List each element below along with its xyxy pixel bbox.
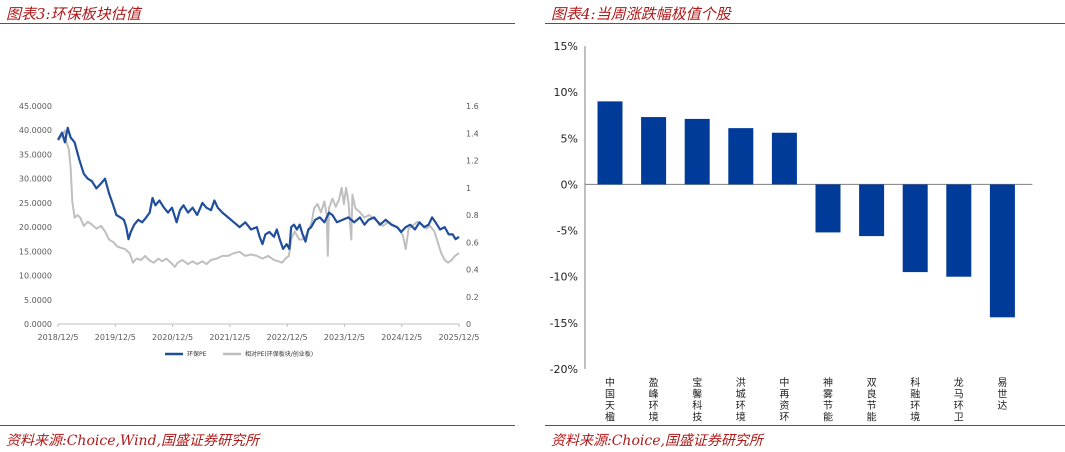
bar <box>816 184 841 232</box>
x-tick-label: 2021/12/5 <box>209 333 250 342</box>
y-left-tick-label: 15.0000 <box>19 247 52 256</box>
x-tick-label: 2019/12/5 <box>95 333 136 342</box>
bar <box>990 184 1015 317</box>
y-right-tick-label: 0 <box>466 320 471 329</box>
y-left-tick-label: 35.0000 <box>19 150 52 159</box>
y-right-tick-label: 1.6 <box>466 102 479 111</box>
legend-label: 相对PE(环保板块/创业板) <box>245 350 313 358</box>
y-right-tick-label: 0.4 <box>466 266 479 275</box>
valuation-line-chart: 0.0000 5.0000 10.0000 15.0000 20.0000 25.0000… <box>0 0 515 452</box>
right-source-note: 资料来源:Choice,国盛证券研究所 <box>551 430 763 450</box>
y-tick-label: -10% <box>550 271 578 284</box>
category-label: 双良节能 <box>867 377 877 424</box>
y-right-tick-label: 0.2 <box>466 293 479 302</box>
bar <box>728 128 753 184</box>
y-tick-label: -5% <box>557 225 578 238</box>
left-panel: 图表3:环保板块估值 0.0000 5.0000 10.0000 15.0000 20.… <box>0 0 515 452</box>
y-left-tick-label: 30.0000 <box>19 175 52 184</box>
category-label: 中国天楹 <box>605 376 615 424</box>
x-tick-label: 2023/12/5 <box>324 333 365 342</box>
y-left-tick-label: 5.0000 <box>24 296 52 305</box>
y-right-tick-label: 0.6 <box>466 238 479 247</box>
category-label: 盈峰环境 <box>649 377 659 424</box>
y-tick-label: -15% <box>550 317 578 330</box>
legend-label: 环保PE <box>187 350 207 358</box>
bar <box>685 119 710 185</box>
y-left-tick-label: 40.0000 <box>19 126 52 135</box>
category-label: 科融环境 <box>910 376 920 424</box>
left-bottom-rule <box>0 425 515 426</box>
category-label: 神雾节能 <box>823 376 833 424</box>
y-left-tick-label: 10.0000 <box>19 272 52 281</box>
extreme-movers-bar-chart: 15% 10% 5% 0% -5% -10% -15% -20% 中国天楹 盈峰环境 宝馨科技 洪城环… <box>545 0 1065 452</box>
category-label: 中再资环 <box>779 376 789 424</box>
x-tick-label: 2025/12/5 <box>438 333 479 342</box>
y-left-tick-label: 0.0000 <box>24 320 52 329</box>
y-tick-label: 0% <box>561 178 578 191</box>
category-label: 洪城环境 <box>736 377 746 424</box>
bar <box>641 117 666 184</box>
y-right-tick-label: 1.4 <box>466 129 479 138</box>
left-source-note: 资料来源:Choice,Wind,国盛证券研究所 <box>6 430 259 450</box>
bar <box>598 101 623 184</box>
y-left-tick-label: 25.0000 <box>19 199 52 208</box>
right-panel: 图表4:当周涨跌幅极值个股 15% 10% 5% 0% -5% -10% -15% -20% 中… <box>545 0 1065 452</box>
series-line-relative-pe <box>58 131 459 267</box>
x-tick-label: 2024/12/5 <box>381 333 422 342</box>
y-left-tick-label: 45.0000 <box>19 102 52 111</box>
bar <box>859 184 884 236</box>
x-tick-label: 2020/12/5 <box>152 333 193 342</box>
x-tick-label: 2018/12/5 <box>37 333 78 342</box>
category-label: 宝馨科技 <box>692 376 702 424</box>
y-tick-label: 5% <box>561 132 578 145</box>
y-left-tick-label: 20.0000 <box>19 223 52 232</box>
series-line-environmental-pe <box>58 128 459 249</box>
y-right-tick-label: 1 <box>466 184 471 193</box>
y-right-tick-label: 0.8 <box>466 211 479 220</box>
y-tick-label: -20% <box>550 363 578 376</box>
bar <box>903 184 928 272</box>
category-label: 龙马环卫 <box>954 376 964 424</box>
category-label: 易世达 <box>997 377 1007 412</box>
bar <box>946 184 971 276</box>
x-tick-label: 2022/12/5 <box>267 333 308 342</box>
y-tick-label: 10% <box>554 86 578 99</box>
bar <box>772 133 797 185</box>
y-right-tick-label: 1.2 <box>466 157 479 166</box>
y-tick-label: 15% <box>554 40 578 53</box>
right-bottom-rule <box>545 425 1065 426</box>
